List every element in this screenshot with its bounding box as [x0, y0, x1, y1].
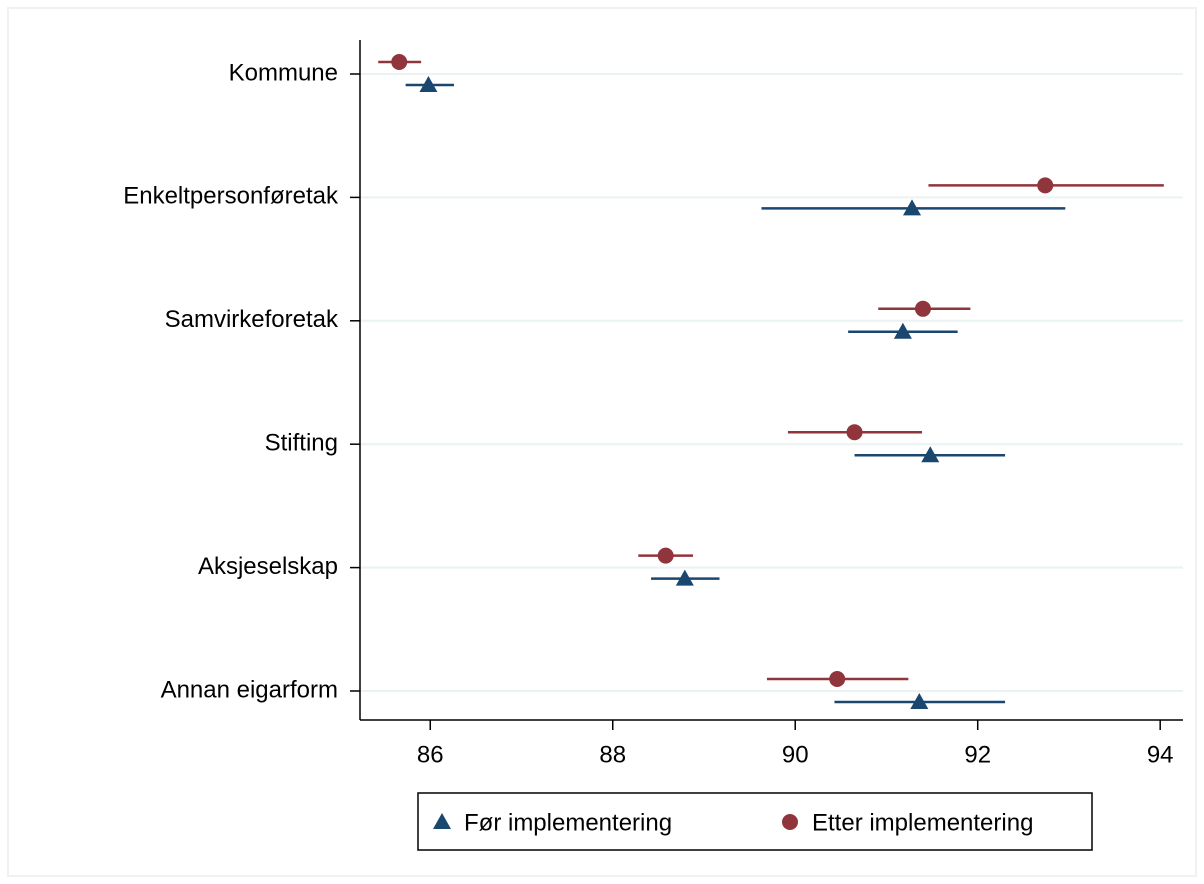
point: [903, 199, 922, 216]
point: [921, 446, 940, 463]
legend-marker: [433, 813, 451, 829]
y-tick-label: Aksjeselskap: [198, 553, 338, 580]
legend-box: [417, 792, 1093, 851]
point: [846, 424, 863, 441]
point: [893, 322, 912, 339]
y-tick-label: Samvirkeforetak: [165, 306, 339, 333]
point: [675, 569, 694, 586]
x-tick-label: 92: [964, 741, 991, 768]
point: [657, 547, 674, 564]
legend-label: Etter implementering: [812, 809, 1033, 836]
point: [391, 54, 408, 70]
legend-marker: [782, 814, 798, 830]
point: [829, 671, 846, 687]
point: [910, 693, 929, 709]
point: [914, 300, 931, 317]
point: [419, 76, 438, 92]
x-tick-label: 86: [417, 741, 444, 768]
chart-frame: [7, 7, 1197, 877]
x-tick-label: 94: [1147, 741, 1174, 768]
x-tick-label: 90: [782, 741, 809, 768]
y-tick-label: Kommune: [229, 59, 338, 86]
y-tick-label: Stifting: [265, 430, 338, 457]
point: [1037, 177, 1054, 194]
y-tick-label: Enkeltpersonføretak: [123, 183, 339, 210]
x-tick-label: 88: [599, 741, 626, 768]
y-tick-label: Annan eigarform: [161, 676, 338, 703]
legend-label: Før implementering: [464, 809, 672, 836]
